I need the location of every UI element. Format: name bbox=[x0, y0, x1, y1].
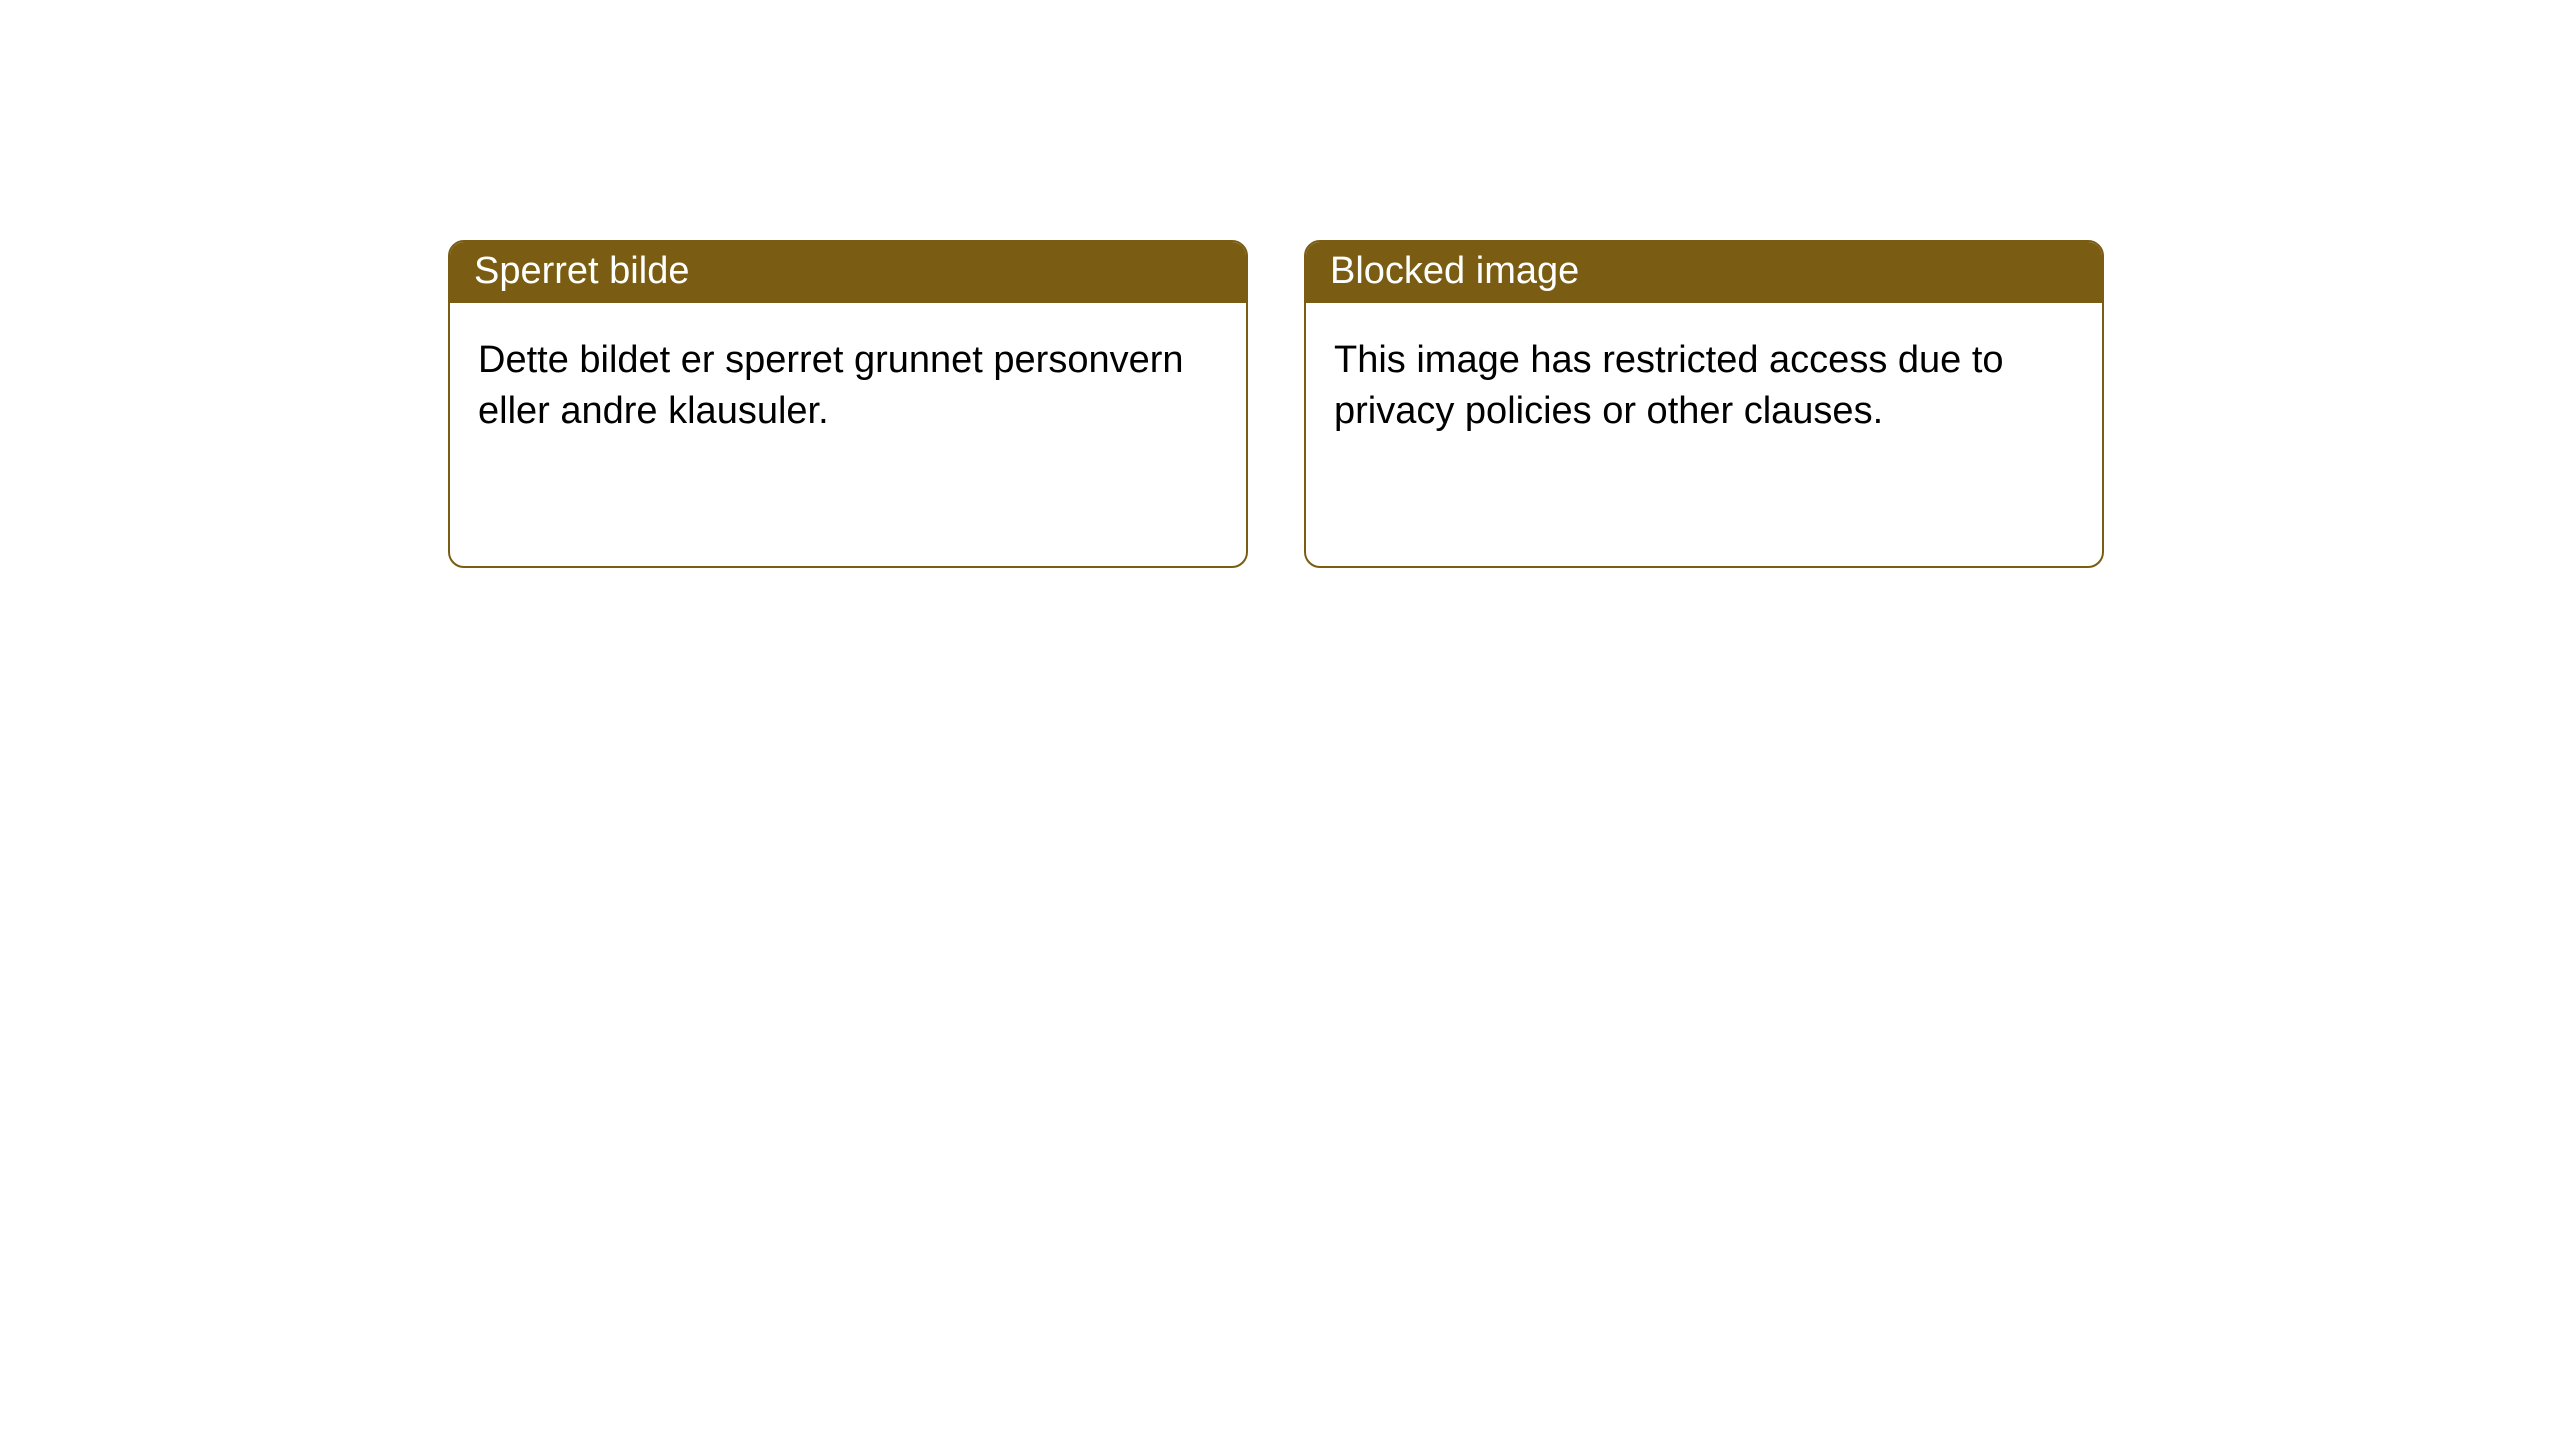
card-title: Sperret bilde bbox=[474, 250, 689, 292]
notice-card-english: Blocked image This image has restricted … bbox=[1304, 240, 2104, 568]
card-header: Blocked image bbox=[1306, 242, 2102, 303]
notice-container: Sperret bilde Dette bildet er sperret gr… bbox=[0, 0, 2560, 568]
card-message: This image has restricted access due to … bbox=[1334, 339, 2004, 432]
card-body: Dette bildet er sperret grunnet personve… bbox=[450, 303, 1246, 470]
card-body: This image has restricted access due to … bbox=[1306, 303, 2102, 470]
notice-card-norwegian: Sperret bilde Dette bildet er sperret gr… bbox=[448, 240, 1248, 568]
card-title: Blocked image bbox=[1330, 250, 1579, 292]
card-header: Sperret bilde bbox=[450, 242, 1246, 303]
card-message: Dette bildet er sperret grunnet personve… bbox=[478, 339, 1184, 432]
